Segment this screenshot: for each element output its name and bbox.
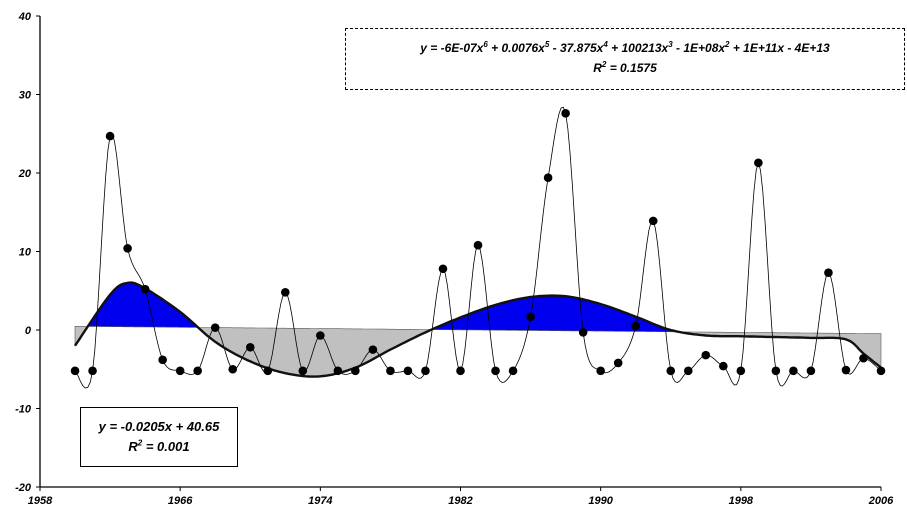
- x-tick-label: 2006: [868, 495, 894, 507]
- data-point: [333, 366, 343, 376]
- x-tick-label: 1966: [168, 495, 193, 507]
- data-point: [88, 366, 97, 376]
- axes-group: [36, 15, 882, 491]
- x-tick-label: 1974: [308, 495, 332, 507]
- data-point: [421, 366, 430, 376]
- data-point: [193, 366, 202, 376]
- data-point: [316, 331, 325, 340]
- data-point: [175, 366, 185, 376]
- data-point: [683, 366, 693, 376]
- y-tick-label: 20: [18, 168, 32, 180]
- data-point: [596, 366, 605, 376]
- polynomial-trend-line: [74, 281, 882, 378]
- points-group: [70, 109, 886, 376]
- data-point: [210, 323, 220, 332]
- y-tick-label: -10: [15, 404, 32, 416]
- data-point: [105, 131, 115, 141]
- data-point: [368, 345, 378, 354]
- x-tick-label: 1998: [729, 495, 754, 507]
- data-point: [245, 342, 255, 352]
- x-tick-label: 1958: [28, 495, 53, 507]
- y-tick-label: -20: [15, 482, 32, 494]
- linear-equation-box: y = -0.0205x + 40.65 R2 = 0.001: [80, 407, 238, 467]
- y-tick-label: 30: [19, 90, 32, 102]
- data-point: [351, 366, 360, 376]
- polynomial-equation-box: y = -6E-07x6 + 0.0076x5 - 37.875x4 + 100…: [345, 28, 905, 90]
- data-point: [280, 288, 290, 297]
- data-point: [736, 366, 746, 376]
- data-point: [648, 216, 658, 226]
- data-point: [298, 366, 308, 376]
- x-tick-label: 1982: [448, 495, 472, 507]
- data-point: [456, 366, 465, 376]
- data-point: [841, 365, 851, 375]
- data-point: [123, 244, 132, 253]
- y-tick-label: 10: [19, 247, 32, 259]
- data-point: [543, 173, 553, 183]
- trend-fill-group: [74, 282, 882, 377]
- data-point: [403, 366, 413, 376]
- data-point: [876, 366, 886, 376]
- polynomial-r-squared: R2 = 0.1575: [593, 60, 657, 76]
- data-point: [140, 284, 150, 294]
- data-point: [613, 358, 623, 368]
- data-point: [561, 109, 570, 118]
- linear-r-squared: R2 = 0.001: [128, 438, 190, 454]
- data-point: [806, 366, 816, 376]
- data-point: [526, 312, 535, 321]
- data-point: [158, 355, 167, 365]
- data-point: [701, 350, 711, 360]
- data-point: [789, 366, 798, 376]
- y-tick-label: 40: [18, 11, 32, 23]
- data-point: [438, 264, 448, 274]
- data-point: [771, 366, 781, 376]
- data-point: [491, 366, 500, 376]
- data-point: [631, 321, 641, 331]
- data-point: [666, 366, 676, 376]
- data-point: [70, 366, 80, 376]
- linear-equation: y = -0.0205x + 40.65: [98, 419, 220, 434]
- x-tick-label: 1990: [588, 495, 613, 507]
- data-point: [754, 158, 763, 168]
- data-point: [578, 328, 588, 337]
- data-point: [508, 366, 518, 376]
- data-point: [473, 240, 483, 250]
- data-point: [859, 353, 868, 363]
- y-tick-label: 0: [25, 325, 32, 337]
- data-point: [719, 361, 728, 371]
- data-point: [824, 268, 833, 277]
- data-point: [263, 366, 273, 376]
- polynomial-equation: y = -6E-07x6 + 0.0076x5 - 37.875x4 + 100…: [420, 40, 830, 56]
- data-point: [386, 366, 395, 376]
- data-point: [228, 364, 238, 374]
